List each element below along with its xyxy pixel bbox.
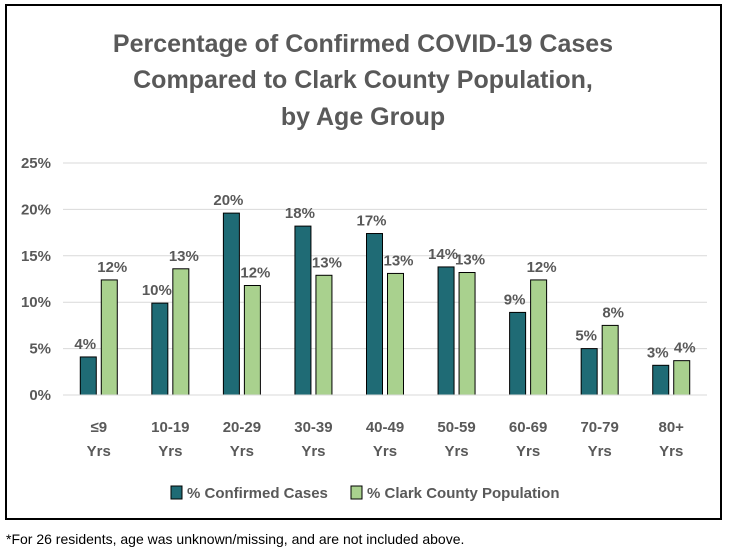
bar-confirmed-cases <box>509 311 527 396</box>
x-tick-label: 60-69 <box>509 419 547 436</box>
data-label: 10% <box>142 282 172 299</box>
chart-title-line: Percentage of Confirmed COVID-19 Cases <box>113 30 613 58</box>
bar-confirmed-cases <box>437 266 455 396</box>
data-label: 14% <box>428 246 458 263</box>
x-tick-label: Yrs <box>516 443 540 460</box>
data-label: 4% <box>74 336 96 353</box>
bar-confirmed-cases <box>222 212 240 396</box>
bar-confirmed-cases <box>580 348 598 396</box>
bar-county-population <box>243 284 261 396</box>
data-label: 13% <box>455 252 485 269</box>
legend-swatch-county-population <box>350 485 363 500</box>
data-label: 20% <box>213 192 243 209</box>
data-label: 12% <box>240 264 270 281</box>
x-tick-label: Yrs <box>87 443 111 460</box>
y-tick-label: 15% <box>21 248 51 265</box>
x-tick-label: Yrs <box>301 443 325 460</box>
bar-county-population <box>315 274 333 396</box>
x-tick-label: Yrs <box>373 443 397 460</box>
x-tick-label: Yrs <box>158 443 182 460</box>
data-label: 5% <box>575 328 597 345</box>
bar-confirmed-cases <box>294 225 312 396</box>
data-label: 9% <box>504 291 526 308</box>
footnote: *For 26 residents, age was unknown/missi… <box>6 531 465 547</box>
x-tick-label: 50-59 <box>437 419 475 436</box>
x-tick-label: 70-79 <box>580 419 618 436</box>
bar-county-population <box>458 272 476 396</box>
y-tick-label: 5% <box>29 341 51 358</box>
data-label: 13% <box>312 254 342 271</box>
data-label: 8% <box>602 304 624 321</box>
x-tick-label: 10-19 <box>151 419 189 436</box>
bar-county-population <box>387 272 404 396</box>
chart-frame: Percentage of Confirmed COVID-19 Cases Co… <box>5 4 722 520</box>
x-tick-label: 30-39 <box>294 419 332 436</box>
chart-title-line: by Age Group <box>281 103 445 131</box>
x-tick-label: 20-29 <box>223 419 261 436</box>
bar-county-population <box>673 360 691 396</box>
bar-confirmed-cases <box>652 364 670 396</box>
data-label: 12% <box>527 259 557 276</box>
legend-label: % Confirmed Cases <box>187 485 328 502</box>
bar-county-population <box>100 279 118 396</box>
legend-label: % Clark County Population <box>367 485 560 502</box>
bar-county-population <box>601 324 619 396</box>
bar-county-population <box>172 268 190 396</box>
y-tick-label: 0% <box>29 387 51 404</box>
chart-area: Percentage of Confirmed COVID-19 Cases Co… <box>21 30 707 502</box>
y-tick-label: 25% <box>21 155 51 172</box>
data-label: 17% <box>356 213 386 230</box>
x-tick-label: Yrs <box>659 443 683 460</box>
x-tick-label: 80+ <box>658 419 684 436</box>
data-label: 18% <box>285 205 315 222</box>
bar-confirmed-cases <box>151 302 169 396</box>
chart-title-line: Compared to Clark County Population, <box>133 66 593 94</box>
x-tick-label: ≤9 <box>90 419 107 436</box>
data-label: 4% <box>674 340 696 357</box>
data-label: 12% <box>97 259 127 276</box>
x-tick-label: Yrs <box>444 443 468 460</box>
legend-swatch-confirmed-cases <box>170 485 183 500</box>
x-tick-label: Yrs <box>588 443 612 460</box>
x-tick-label: Yrs <box>230 443 254 460</box>
data-label: 13% <box>383 252 413 269</box>
x-tick-label: 40-49 <box>366 419 404 436</box>
y-tick-label: 20% <box>21 201 51 218</box>
bar-confirmed-cases <box>79 356 97 396</box>
data-label: 3% <box>647 344 669 361</box>
data-label: 13% <box>169 248 199 265</box>
bar-county-population <box>530 279 548 396</box>
bar-confirmed-cases <box>366 233 383 396</box>
y-tick-label: 10% <box>21 294 51 311</box>
